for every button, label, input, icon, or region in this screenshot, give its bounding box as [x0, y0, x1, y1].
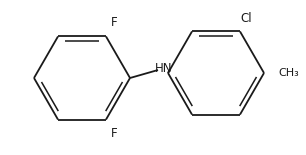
Text: F: F	[111, 127, 117, 140]
Text: CH₃: CH₃	[278, 68, 299, 78]
Text: HN: HN	[155, 62, 173, 75]
Text: F: F	[111, 16, 117, 29]
Text: Cl: Cl	[240, 12, 252, 25]
